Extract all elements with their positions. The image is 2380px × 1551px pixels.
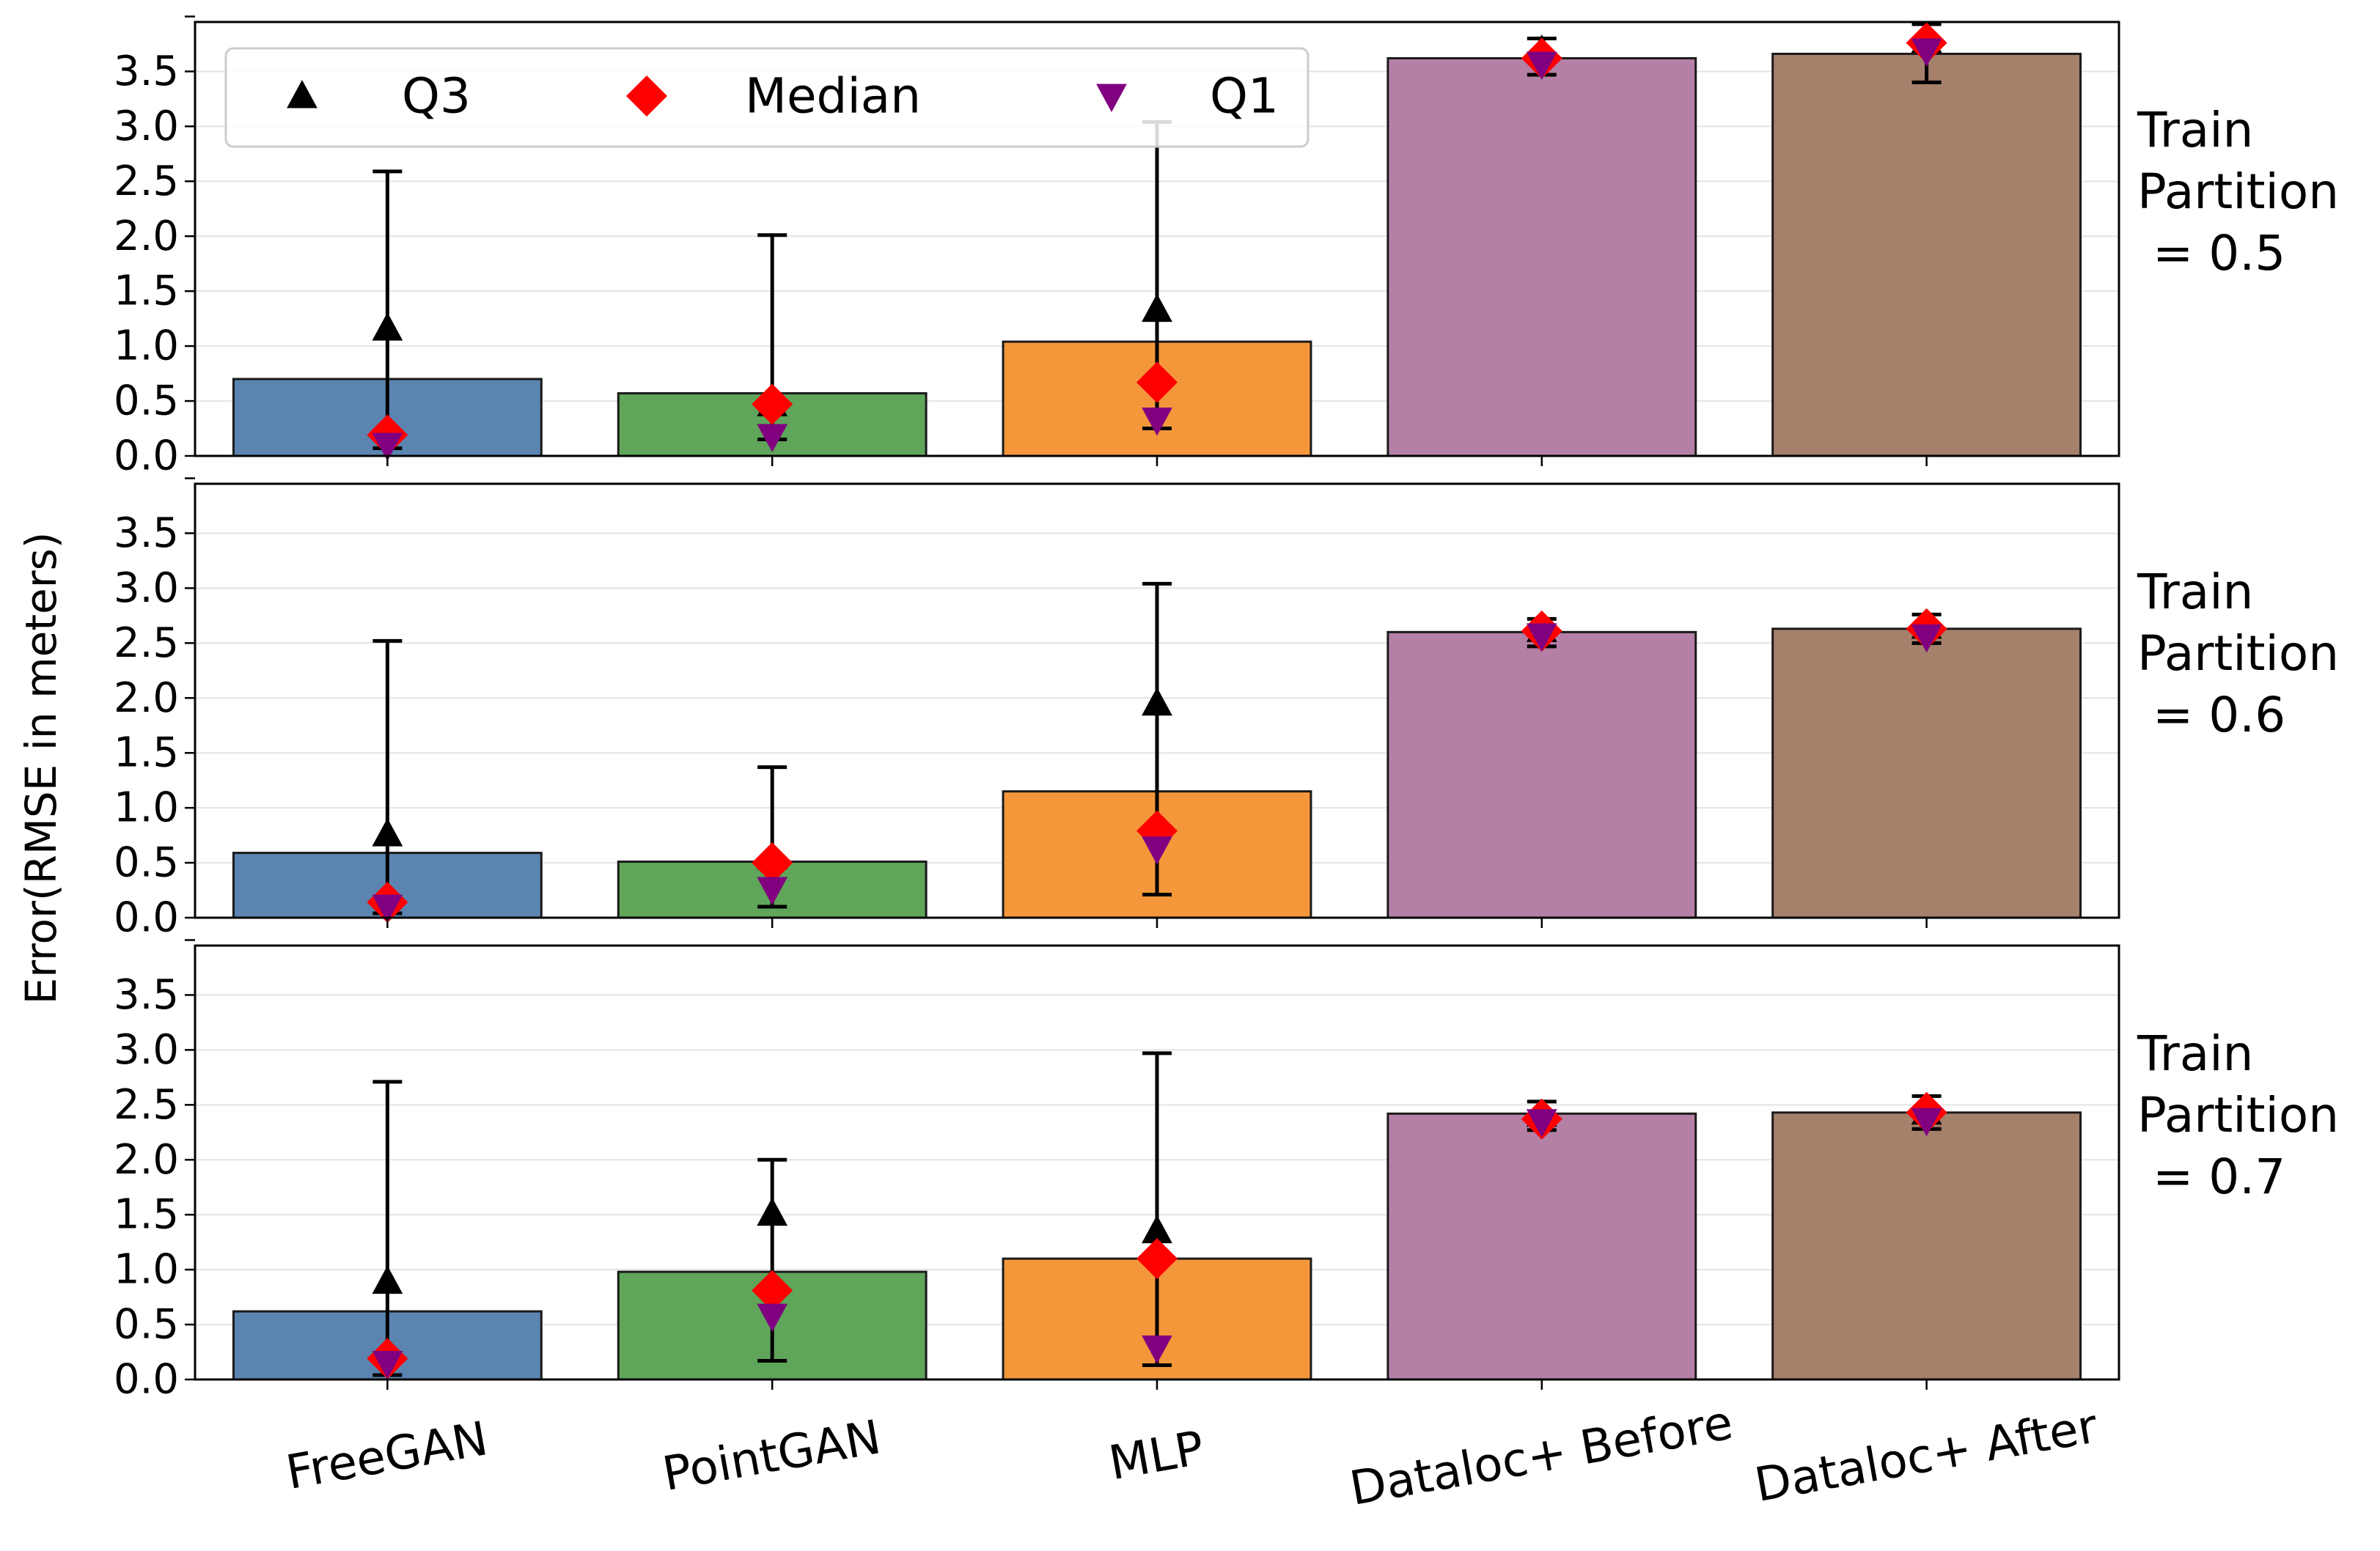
legend-box — [224, 47, 1310, 148]
legend-q3-marker — [287, 80, 317, 108]
y-tick-label: 2.5 — [114, 158, 179, 205]
y-tick-label: 0.0 — [114, 432, 179, 480]
bar-dataloc-after — [1771, 1111, 2082, 1381]
median-marker — [752, 842, 793, 884]
y-tick-label: 3.5 — [114, 48, 179, 95]
legend-q1-marker — [1096, 84, 1127, 112]
y-tick-label: 2.0 — [114, 674, 179, 722]
y-tick-label: 3.5 — [114, 971, 179, 1019]
y-tick-label: 3.0 — [114, 1026, 179, 1074]
q1-marker — [1526, 51, 1557, 80]
legend-q3-label: Q3 — [402, 68, 471, 125]
legend-median-marker — [626, 75, 667, 117]
y-tick-label: 1.0 — [114, 784, 179, 832]
legend-q1-label: Q1 — [1210, 68, 1279, 125]
median-marker — [752, 1270, 793, 1311]
y-tick-label: 1.5 — [114, 729, 179, 777]
panel-frame — [194, 21, 2120, 457]
panel-label: Train Partition = 0.6 — [2137, 564, 2339, 743]
y-tick-label: 1.0 — [114, 1246, 179, 1294]
y-tick-label: 1.5 — [114, 268, 179, 315]
error-bar — [1142, 1051, 1172, 1368]
q3-marker — [1142, 293, 1172, 323]
bar-dataloc-after — [1771, 627, 2082, 919]
panel-frame — [194, 944, 2120, 1381]
q1-marker — [757, 1303, 788, 1333]
panels: 0.0 0.5 1.0 1.5 2.0 2.5 3.0 3.5 Train Partition =… — [114, 15, 2339, 1404]
y-tick-label: 0.0 — [114, 894, 179, 942]
y-tick-label: 3.0 — [114, 103, 179, 150]
y-axis-label: Error(RMSE in meters) — [16, 532, 66, 1005]
q3-marker — [1142, 687, 1172, 716]
panel-2: 0.0 0.5 1.0 1.5 2.0 2.5 3.0 3.5 Train Partition =… — [114, 477, 2339, 942]
y-tick-label: 0.5 — [114, 839, 179, 887]
q1-marker — [1526, 623, 1557, 652]
q1-marker — [1142, 408, 1172, 436]
q1-marker — [1911, 1108, 1942, 1137]
median-marker — [1136, 361, 1178, 403]
y-tick-label: 2.5 — [114, 619, 179, 667]
q1-marker — [372, 1351, 403, 1379]
y-tick-label: 2.0 — [114, 1136, 179, 1184]
q1-marker — [757, 877, 788, 906]
q3-marker — [372, 818, 403, 847]
y-tick-label: 3.5 — [114, 509, 179, 557]
q1-marker — [1142, 1336, 1172, 1364]
y-tick-label: 1.5 — [114, 1191, 179, 1239]
q1-marker — [1911, 624, 1942, 653]
y-tick-label: 2.5 — [114, 1081, 179, 1129]
panel-label: Train Partition = 0.5 — [2137, 102, 2339, 281]
q3-marker — [372, 312, 403, 341]
y-tick-label: 0.5 — [114, 377, 179, 425]
panel-frame — [194, 482, 2120, 919]
legend-median-label: Median — [745, 68, 921, 125]
panel-3: 0.0 0.5 1.0 1.5 2.0 2.5 3.0 3.5 Train Partition =… — [114, 939, 2339, 1404]
median-marker — [752, 383, 793, 425]
q1-marker — [1142, 836, 1172, 865]
bar-dataloc-before — [1387, 1112, 1697, 1381]
bar-dataloc-before — [1387, 630, 1697, 919]
y-tick-label: 0.0 — [114, 1356, 179, 1404]
bar-dataloc-before — [1387, 56, 1697, 457]
median-marker — [1136, 1238, 1178, 1280]
q1-marker — [1911, 38, 1942, 67]
q1-marker — [372, 894, 403, 924]
bar-dataloc-after — [1771, 52, 2082, 457]
y-tick-label: 3.0 — [114, 564, 179, 612]
q3-marker — [1142, 1215, 1172, 1244]
y-tick-label: 1.0 — [114, 323, 179, 370]
q1-marker — [757, 424, 788, 453]
q3-marker — [372, 1265, 403, 1294]
legend: Q3 Median Q1 — [224, 47, 1310, 148]
q1-marker — [1526, 1109, 1557, 1138]
panel-label: Train Partition = 0.7 — [2137, 1025, 2339, 1205]
q1-marker — [372, 432, 403, 462]
q3-marker — [757, 1197, 788, 1226]
y-tick-label: 2.0 — [114, 213, 179, 260]
panel-1: 0.0 0.5 1.0 1.5 2.0 2.5 3.0 3.5 Train Partition =… — [114, 15, 2339, 480]
y-tick-label: 0.5 — [114, 1301, 179, 1349]
